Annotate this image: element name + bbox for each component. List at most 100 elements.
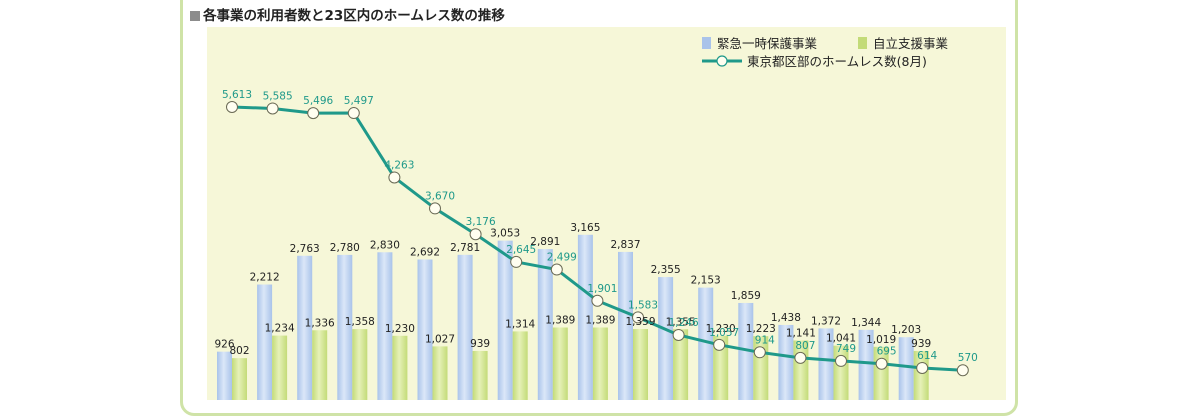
line-marker — [510, 255, 523, 268]
legend-label-bar-a: 緊急一時保護事業 — [717, 36, 818, 51]
legend-label-line: 東京都区部のホームレス数(8月) — [747, 54, 927, 69]
line-marker — [347, 107, 360, 120]
bar-emergency — [738, 302, 754, 410]
line-marker — [307, 107, 320, 120]
bar-emergency-label: 1,344 — [851, 317, 881, 329]
bar-emergency — [858, 329, 874, 410]
line-value-label: 570 — [958, 352, 978, 364]
line-value-label: 2,645 — [506, 244, 536, 256]
line-value-label: 914 — [755, 334, 775, 346]
line-marker — [469, 228, 482, 241]
line-value-label: 4,263 — [384, 159, 414, 171]
bar-emergency — [698, 287, 714, 410]
title-square-icon — [190, 11, 200, 21]
bar-emergency-label: 2,355 — [651, 264, 681, 276]
legend-label-bar-b: 自立支援事業 — [873, 36, 949, 51]
chart-title: 各事業の利用者数と23区内のホームレス数の推移 — [203, 8, 505, 24]
line-value-label: 807 — [795, 340, 815, 352]
bar-independence — [552, 327, 568, 410]
bar-independence-label: 1,336 — [305, 317, 335, 329]
line-marker — [794, 351, 807, 364]
legend-swatch-line-marker — [716, 55, 728, 67]
bar-independence — [472, 350, 488, 410]
bar-emergency — [297, 255, 313, 410]
bar-independence-label: 1,230 — [706, 323, 736, 335]
bar-independence-label: 1,041 — [826, 333, 856, 345]
bars-group — [217, 234, 929, 410]
bar-emergency-label: 2,763 — [290, 243, 320, 255]
bar-emergency — [778, 324, 794, 410]
bar-emergency-label: 2,781 — [450, 242, 480, 254]
bar-emergency-label: 2,212 — [250, 272, 280, 284]
line-marker — [266, 102, 279, 115]
bar-emergency — [377, 252, 393, 410]
bar-independence-label: 1,234 — [265, 323, 295, 335]
line-marker — [713, 338, 726, 351]
line-value-label: 695 — [877, 346, 897, 358]
line-marker — [226, 101, 238, 114]
line-marker — [591, 294, 604, 307]
line-value-label: 3,670 — [425, 190, 455, 202]
bar-emergency — [497, 240, 513, 410]
line-value-label: 5,497 — [344, 95, 374, 107]
line-value-label: 614 — [917, 350, 937, 362]
line-marker — [632, 311, 644, 324]
line-marker — [388, 171, 401, 184]
line-marker — [835, 354, 847, 367]
bar-independence-label: 1,359 — [625, 316, 655, 328]
chart-area: 926 2,212 2,763 2,780 2,830 2,692 2,781 3,053 2,… — [207, 27, 1006, 410]
chart-title-row: 各事業の利用者数と23区内のホームレス数の推移 — [190, 4, 505, 24]
bar-emergency-label: 2,837 — [610, 239, 640, 251]
line-value-label: 3,176 — [466, 216, 496, 228]
bar-emergency — [337, 254, 353, 410]
bar-emergency-label: 1,372 — [811, 315, 841, 327]
bar-emergency — [818, 328, 834, 410]
bar-independence-label: 1,355 — [666, 316, 696, 328]
bar-independence-label: 1,027 — [425, 333, 455, 345]
bar-independence-label: 1,314 — [505, 318, 535, 330]
line-value-label: 5,613 — [222, 89, 252, 101]
legend-swatch-bar-a — [702, 37, 711, 49]
bar-independence-label: 939 — [470, 338, 490, 350]
bar-emergency-label: 2,891 — [530, 236, 560, 248]
bar-independence-label: 1,230 — [385, 323, 415, 335]
bar-emergency — [658, 277, 674, 410]
line-marker — [916, 361, 929, 374]
bar-independence — [312, 330, 328, 410]
bar-independence-label: 1,019 — [866, 334, 896, 346]
bar-independence-label: 1,358 — [345, 316, 375, 328]
bar-independence — [592, 327, 608, 410]
bar-emergency-label: 3,165 — [570, 222, 600, 234]
bar-independence-label: 1,389 — [585, 314, 615, 326]
bar-independence-label: 1,389 — [545, 314, 575, 326]
bar-emergency — [537, 249, 553, 410]
bar-emergency — [217, 351, 232, 410]
line-marker — [753, 346, 766, 359]
line-marker — [550, 263, 563, 276]
line-value-label: 1,246 — [669, 317, 699, 329]
bar-emergency — [898, 337, 914, 410]
line-value-label: 2,499 — [547, 252, 577, 264]
bar-independence — [512, 331, 528, 410]
bar-emergency — [457, 254, 473, 410]
line-value-label: 5,496 — [303, 95, 333, 107]
line-value-label: 5,585 — [263, 90, 293, 102]
bar-independence — [713, 335, 729, 410]
bar-emergency-label: 1,859 — [731, 290, 761, 302]
bar-independence — [633, 329, 648, 410]
line-group — [226, 101, 969, 377]
bar-independence-label: 1,141 — [786, 327, 816, 339]
bar-emergency-label: 2,692 — [410, 246, 440, 258]
bar-independence-label: 802 — [229, 345, 249, 357]
legend-swatch-bar-b — [858, 37, 867, 49]
bar-independence — [352, 329, 368, 410]
bar-independence — [673, 329, 689, 410]
line-marker — [956, 364, 969, 377]
line-value-label: 1,057 — [709, 327, 739, 339]
bar-emergency-label: 1,438 — [771, 312, 801, 324]
bar-independence-label: 1,223 — [746, 323, 776, 335]
line-value-label: 749 — [836, 343, 856, 355]
bar-independence — [232, 358, 247, 410]
bar-emergency-label: 1,203 — [891, 324, 921, 336]
bar-independence — [392, 335, 408, 410]
